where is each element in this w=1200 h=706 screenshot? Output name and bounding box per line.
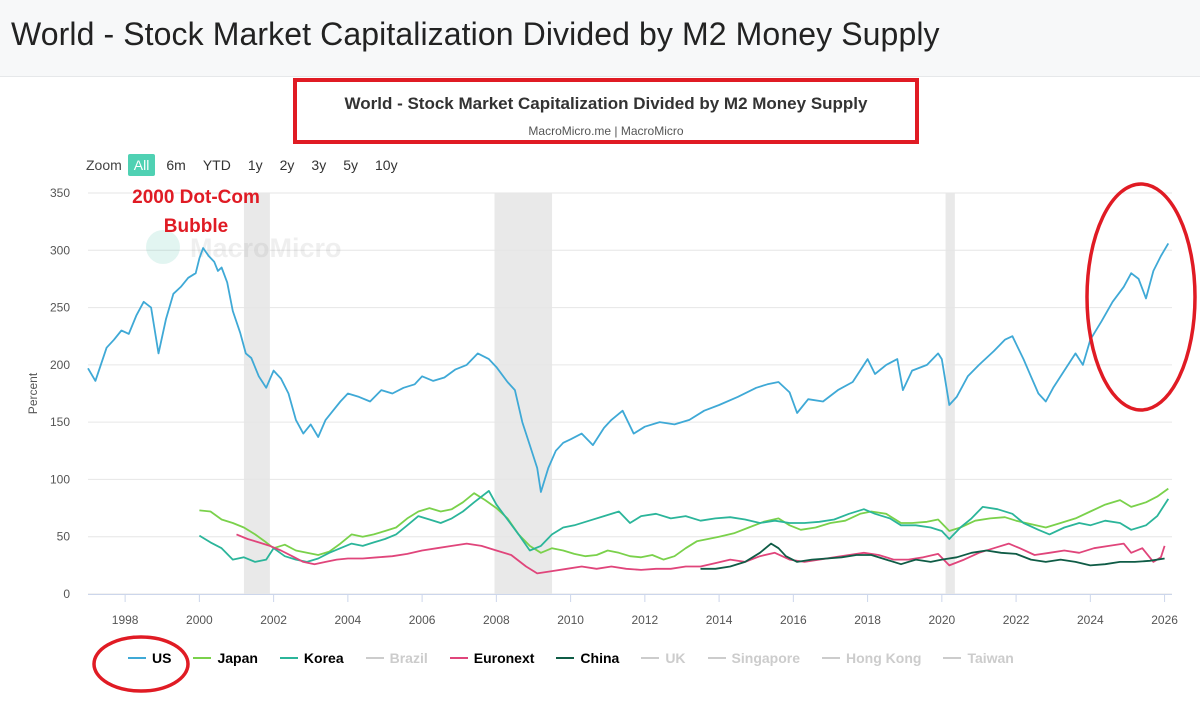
legend-item-hong-kong[interactable]: Hong Kong	[822, 650, 921, 666]
zoom-button-1y[interactable]: 1y	[247, 157, 263, 173]
dotcom-annotation: 2000 Dot-Com Bubble	[108, 183, 284, 241]
watermark: MacroMicro	[146, 230, 342, 264]
page-header: World - Stock Market Capitalization Divi…	[0, 0, 1200, 77]
series-line-china	[700, 542, 1165, 570]
zoom-button-3y[interactable]: 3y	[311, 157, 327, 173]
x-tick-label: 2012	[631, 613, 658, 627]
legend-item-us[interactable]: US	[128, 650, 171, 666]
us-legend-highlight-ellipse	[92, 635, 190, 693]
x-tick-label: 2004	[335, 613, 362, 627]
x-tick-label: 2010	[557, 613, 584, 627]
legend-swatch	[822, 657, 841, 659]
y-tick-label: 150	[50, 415, 70, 429]
y-tick-label: 200	[50, 358, 70, 372]
page-title: World - Stock Market Capitalization Divi…	[11, 16, 940, 52]
legend-item-uk[interactable]: UK	[641, 650, 686, 666]
zoom-label: Zoom	[86, 157, 122, 173]
series-line-us	[87, 242, 1170, 493]
x-tick-label: 2016	[780, 613, 807, 627]
y-tick-label: 0	[63, 587, 70, 601]
legend-swatch	[556, 657, 575, 659]
y-axis-label: Percent	[26, 372, 40, 414]
legend-label: Hong Kong	[846, 650, 922, 666]
x-tick-label: 2018	[854, 613, 881, 627]
zoom-button-5y[interactable]: 5y	[343, 157, 358, 173]
us-recent-peak-highlight-ellipse	[1085, 182, 1197, 412]
legend-swatch	[365, 657, 384, 659]
legend-label: Japan	[217, 650, 258, 666]
zoom-toolbar: Zoom All 6m YTD 1y 2y 3y 5y 10y	[86, 153, 409, 177]
chart-subtitle: MacroMicro.me | MacroMicro	[528, 124, 684, 138]
y-tick-label: 250	[50, 301, 70, 315]
recession-band	[494, 193, 553, 594]
x-tick-label: 2014	[706, 613, 733, 627]
y-tick-label: 350	[50, 186, 70, 200]
legend-item-japan[interactable]: Japan	[193, 650, 258, 666]
series-line-korea	[198, 490, 1170, 563]
x-tick-label: 2026	[1151, 613, 1178, 627]
zoom-button-2y[interactable]: 2y	[279, 157, 295, 173]
legend-item-brazil[interactable]: Brazil	[365, 650, 428, 666]
legend-label: Taiwan	[967, 650, 1014, 666]
y-tick-label: 100	[50, 472, 70, 486]
watermark-text: MacroMicro	[190, 233, 342, 263]
zoom-button-all[interactable]: All	[127, 154, 156, 176]
recession-band	[945, 193, 955, 594]
legend-swatch	[707, 657, 726, 659]
chart-title-highlight-box: World - Stock Market Capitalization Divi…	[293, 78, 919, 144]
chart-title: World - Stock Market Capitalization Divi…	[344, 94, 868, 113]
y-tick-label: 50	[57, 530, 71, 544]
legend-label: UK	[665, 650, 686, 666]
series-line-japan	[199, 487, 1169, 561]
x-tick-label: 2008	[483, 613, 510, 627]
legend-label: US	[152, 650, 172, 666]
legend-swatch	[279, 657, 298, 659]
legend-label: China	[580, 650, 620, 666]
legend-label: Singapore	[731, 650, 801, 666]
zoom-button-ytd[interactable]: YTD	[202, 157, 231, 173]
x-tick-label: 2020	[928, 613, 955, 627]
legend-label: Euronext	[473, 650, 535, 666]
x-tick-label: 2024	[1077, 613, 1104, 627]
legend-swatch	[128, 657, 146, 659]
y-tick-label: 300	[50, 243, 70, 257]
legend-item-singapore[interactable]: Singapore	[707, 650, 801, 666]
legend-swatch	[193, 657, 212, 659]
x-tick-label: 2022	[1003, 613, 1030, 627]
x-tick-label: 2000	[186, 613, 213, 627]
x-tick-label: 2002	[260, 613, 287, 627]
legend-swatch	[943, 657, 962, 659]
series-line-euronext	[236, 533, 1166, 575]
zoom-button-6m[interactable]: 6m	[166, 157, 186, 173]
recession-band	[243, 193, 270, 594]
legend-swatch	[449, 657, 468, 659]
watermark-logo-icon	[146, 230, 180, 264]
legend-item-korea[interactable]: Korea	[279, 650, 344, 666]
legend-item-euronext[interactable]: Euronext	[449, 650, 535, 666]
dotcom-annotation-line1: 2000 Dot-Com	[132, 187, 260, 208]
legend-label: Korea	[303, 650, 344, 666]
legend-label: Brazil	[389, 650, 428, 666]
x-tick-label: 2006	[409, 613, 436, 627]
legend-item-china[interactable]: China	[556, 650, 619, 666]
chart-legend: US Japan Korea Brazil Euronext China UK Singapo…	[128, 650, 1036, 666]
legend-item-taiwan[interactable]: Taiwan	[943, 650, 1014, 666]
dotcom-annotation-line2: Bubble	[163, 216, 229, 237]
zoom-button-10y[interactable]: 10y	[375, 157, 398, 173]
x-tick-label: 1998	[112, 613, 139, 627]
legend-swatch	[641, 657, 660, 659]
